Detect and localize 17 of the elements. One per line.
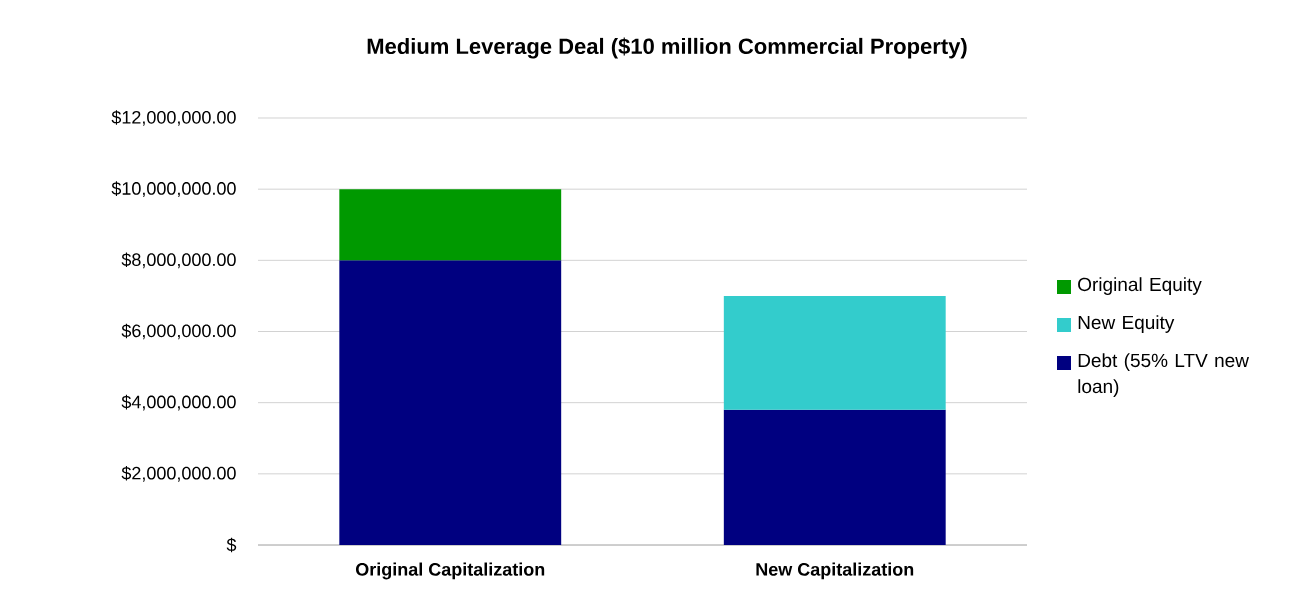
y-tick-label: $12,000,000.00: [111, 110, 236, 126]
y-tick-label: $4,000,000.00: [121, 394, 236, 411]
legend-label: Original Equity: [1078, 277, 1202, 295]
y-tick-label: $8,000,000.00: [121, 252, 236, 269]
legend-label: New Equity: [1078, 315, 1175, 333]
x-tick-label: New Capitalization: [756, 562, 914, 580]
bar: [723, 409, 946, 545]
bar: [339, 189, 562, 261]
bar: [339, 260, 562, 545]
bar: [723, 295, 946, 410]
y-tick-label: $10,000,000.00: [111, 181, 236, 197]
chart-title: Medium Leverage Deal ($10 million Commercial Property): [367, 37, 967, 59]
legend-label: Debt (55% LTV new loan): [1078, 353, 1249, 397]
y-tick-label: $6,000,000.00: [121, 323, 236, 340]
x-tick-label: Original Capitalization: [355, 562, 545, 580]
y-tick-label: $: [226, 537, 237, 553]
y-tick-label: $2,000,000.00: [121, 466, 236, 482]
